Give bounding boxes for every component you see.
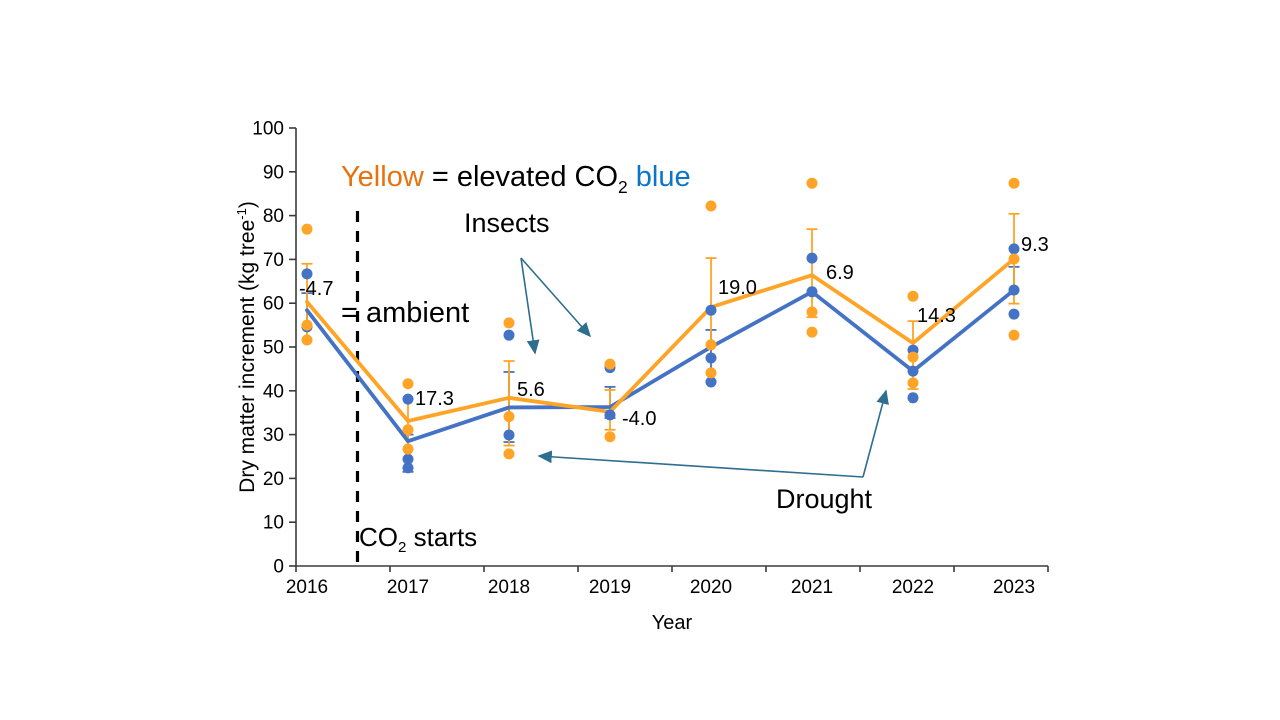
data-point: [907, 290, 919, 302]
data-point: [1008, 243, 1020, 255]
drought-arrow-2018: [537, 450, 864, 478]
data-point: [402, 453, 414, 465]
data-point: [806, 252, 818, 264]
data-point: [705, 352, 717, 364]
chart-legend: Yellow = elevated CO2 blue = ambient: [341, 72, 691, 418]
legend-mid-text: = elevated CO: [423, 161, 619, 193]
data-point: [503, 448, 515, 460]
y-axis-title: Dry matter increment (kg tree-1): [234, 201, 260, 493]
point-label: 17.3: [415, 388, 454, 410]
y-tick-label: 40: [263, 381, 284, 402]
annotation-co2-starts: CO2 starts: [359, 522, 477, 556]
y-tick-label: 60: [263, 294, 284, 315]
data-point: [806, 326, 818, 338]
data-point: [604, 358, 616, 370]
legend-line-1: Yellow = elevated CO2 blue: [341, 156, 691, 208]
y-tick-label: 80: [263, 206, 284, 227]
data-point: [301, 268, 313, 280]
data-point: [402, 443, 414, 455]
data-point: [705, 339, 717, 351]
data-point: [705, 304, 717, 316]
x-axis-title: Year: [651, 612, 693, 634]
legend-blue-word: blue: [627, 161, 691, 193]
legend-line-2: = ambient: [341, 296, 470, 329]
co2-starts-subscript: 2: [398, 539, 407, 557]
x-tick-label: 2023: [993, 577, 1035, 598]
data-point: [503, 317, 515, 329]
y-title-pre: Dry matter increment (kg tree: [236, 219, 259, 493]
data-point: [402, 424, 414, 436]
insects-arrow-2018: [520, 257, 540, 355]
data-point: [806, 286, 818, 298]
data-point: [402, 462, 414, 474]
point-label: 19.0: [718, 277, 757, 299]
point-label: 5.6: [517, 379, 545, 401]
drought-arrow-2022: [862, 389, 889, 478]
data-point: [705, 200, 717, 212]
co2-starts-pre: CO: [359, 522, 398, 552]
y-tick-label: 100: [252, 119, 284, 140]
data-point: [907, 377, 919, 389]
legend-yellow-word: Yellow: [341, 161, 424, 193]
x-tick-label: 2022: [892, 577, 934, 598]
point-labels: -4.7 17.3 5.6 -4.0 19.0 6.9 14.3 9.3: [299, 234, 1049, 430]
x-tick-label: 2020: [690, 577, 732, 598]
data-point: [806, 177, 818, 189]
point-label: -4.0: [622, 408, 656, 430]
data-point: [301, 319, 313, 331]
y-tick-label: 90: [263, 162, 284, 183]
point-label: 6.9: [826, 262, 854, 284]
x-tick-label: 2016: [286, 577, 328, 598]
point-label: -4.7: [299, 278, 333, 300]
data-point: [1008, 329, 1020, 341]
axes: 0 10 20 30 40 50 60 70 80 90 100 2016 2017 2018 2019 20…: [252, 119, 1049, 598]
x-tick-label: 2017: [387, 577, 429, 598]
series-line-elevated-CO2: [305, 257, 1016, 423]
y-tick-label: 30: [263, 425, 284, 446]
data-point: [1008, 253, 1020, 265]
data-point: [907, 392, 919, 404]
scatter-ambient: [301, 243, 1020, 474]
data-point: [907, 351, 919, 363]
data-point: [301, 334, 313, 346]
data-point: [503, 411, 515, 423]
data-point: [604, 431, 616, 443]
data-point: [705, 367, 717, 379]
data-point: [301, 223, 313, 235]
x-tick-label: 2018: [488, 577, 530, 598]
data-point: [1008, 284, 1020, 296]
x-tick-label: 2021: [791, 577, 833, 598]
data-point: [503, 329, 515, 341]
series-line-ambient: [305, 288, 1016, 444]
data-point: [705, 376, 717, 388]
data-point: [1008, 177, 1020, 189]
insects-arrow-2019: [520, 257, 592, 338]
annotation-drought: Drought: [776, 484, 873, 514]
y-tick-label: 50: [263, 338, 284, 359]
data-point: [503, 429, 515, 441]
y-title-superscript: -1: [234, 208, 249, 220]
y-tick-label: 70: [263, 250, 284, 271]
point-label: 14.3: [917, 305, 956, 327]
data-point: [1008, 308, 1020, 320]
data-point: [402, 393, 414, 405]
legend-co2-subscript: 2: [618, 176, 628, 197]
data-point: [402, 378, 414, 390]
y-title-post: ): [236, 201, 259, 209]
y-tick-label: 0: [273, 557, 284, 578]
data-point: [604, 409, 616, 421]
data-point: [907, 365, 919, 377]
point-label: 9.3: [1021, 234, 1049, 256]
y-tick-label: 10: [263, 513, 284, 534]
co2-starts-post: starts: [406, 522, 478, 552]
scatter-elevated-CO2: [301, 177, 1020, 460]
y-tick-label: 20: [263, 469, 284, 490]
x-tick-label: 2019: [589, 577, 631, 598]
annotation-insects: Insects: [464, 208, 550, 238]
data-point: [806, 306, 818, 318]
